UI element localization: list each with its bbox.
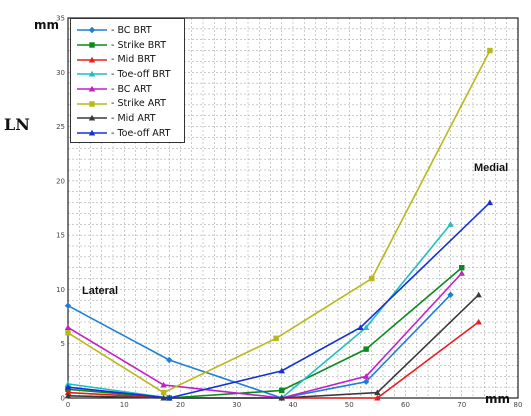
y-axis-name: LN [4,115,30,134]
data-point [447,221,454,227]
legend-entry: - Mid ART [77,111,180,126]
lateral-annotation: Lateral [82,285,119,297]
x-tick-label: 0 [66,401,70,409]
legend-entry: - Mid BRT [77,52,180,67]
x-tick-label: 30 [232,401,241,409]
data-point [374,389,381,396]
x-tick-label: 20 [176,401,185,409]
data-point [64,392,72,399]
data-point [278,367,285,374]
legend-swatch [77,101,107,107]
data-point [64,380,72,387]
legend-entry: - Strike BRT [77,38,180,53]
data-point [475,318,482,325]
data-point [160,389,167,396]
legend-marker [88,85,96,92]
legend-label: - BC BRT [111,24,152,36]
data-point [362,373,370,379]
medial-annotation: Medial [474,162,509,174]
x-tick-label: 70 [457,401,466,409]
series-line [67,321,480,399]
y-tick-label: 15 [56,232,65,240]
data-point [273,335,279,342]
axes: 0 10 20 30 40 50 60 70 80 0 5 10 15 20 25 30 35 [56,15,522,410]
series-line [67,201,491,399]
chart-legend: - BC BRT - Strike BRT - Mid BRT - Toe-off B… [70,18,185,143]
data-point [363,346,369,352]
x-unit-label: mm [485,392,511,406]
legend-swatch [77,56,107,63]
data-point [278,394,285,401]
legend-marker [88,27,96,34]
legend-label: - Mid BRT [111,54,156,66]
series-toe-off-art [64,199,494,401]
series-line [67,294,480,399]
legend-marker [88,115,96,122]
data-point [487,47,493,54]
data-point [357,324,364,330]
x-tick-label: 40 [289,401,298,409]
legend-swatch [77,71,107,77]
grid [67,17,519,399]
data-point [64,324,72,330]
legend-swatch [77,27,107,34]
data-point [458,269,465,276]
legend-label: - Strike BRT [111,39,167,51]
legend-swatch [77,129,107,136]
legend-entry: - BC BRT [77,23,180,38]
data-point [65,330,71,336]
legend-label: - Toe-off ART [111,127,171,139]
data-point [64,302,72,309]
data-point [475,291,482,298]
legend-entry: - Toe-off ART [77,126,180,141]
y-unit-label: mm [34,18,60,32]
series-mid-art [64,291,482,401]
legend-swatch [77,42,107,48]
legend-marker [88,71,96,77]
x-tick-label: 80 [514,401,523,409]
y-tick-label: 35 [56,15,65,23]
y-tick-label: 20 [56,177,65,185]
y-tick-label: 5 [61,340,65,348]
x-tick-label: 10 [120,401,129,409]
y-tick-label: 30 [56,69,65,77]
legend-swatch [77,115,107,122]
legend-marker [88,56,96,63]
data-point [160,381,167,388]
legend-entry: - Toe-off BRT [77,67,180,82]
legend-marker [89,42,95,48]
legend-marker [88,129,96,136]
legend-entry: - Strike ART [77,96,180,111]
data-point [166,394,173,401]
data-point [362,378,370,385]
y-tick-label: 0 [61,395,65,403]
legend-entry: - BC ART [77,82,180,97]
series-strike-art [65,47,493,396]
series-mid-brt [64,318,482,401]
data-point [64,383,72,390]
data-point [459,264,465,271]
legend-label: - Strike ART [111,98,166,110]
data-point [362,324,370,330]
data-point [374,394,381,401]
y-tick-label: 25 [56,123,65,131]
series-layer [64,47,494,402]
legend-marker [89,101,95,107]
data-point [447,291,454,299]
legend-label: - BC ART [111,83,152,95]
legend-swatch [77,85,107,92]
data-point [166,356,173,364]
data-point [279,387,285,394]
data-point [369,275,375,282]
x-tick-label: 60 [401,401,410,409]
x-tick-label: 50 [345,401,354,409]
y-tick-label: 10 [56,286,65,294]
data-point [486,199,494,206]
legend-label: - Mid ART [111,112,156,124]
data-point [64,389,72,396]
legend-label: - Toe-off BRT [111,68,171,80]
